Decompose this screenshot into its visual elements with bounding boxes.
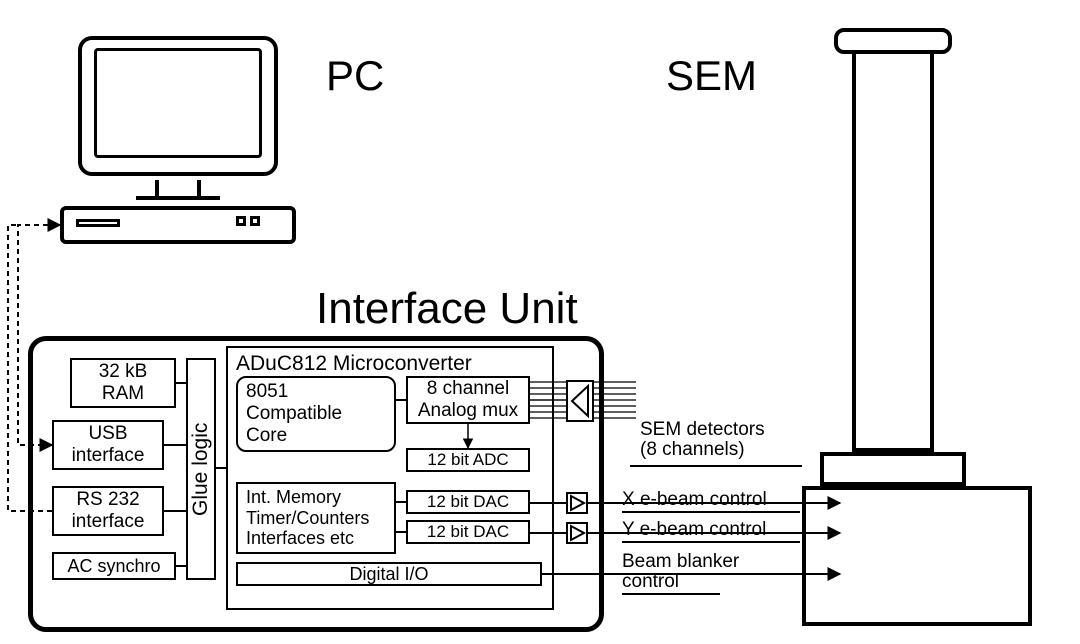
memory-label: Int. Memory Timer/Counters Interfaces et…	[246, 487, 369, 549]
core-block: 8051 Compatible Core	[236, 376, 396, 452]
pc-stand-base	[136, 196, 220, 200]
digital-io-block: Digital I/O	[236, 562, 542, 586]
dac1-label: 12 bit DAC	[427, 492, 509, 512]
ac-synchro-label: AC synchro	[67, 556, 160, 577]
digital-io-label: Digital I/O	[349, 564, 428, 585]
sem-objective	[820, 452, 966, 486]
ram-block: 32 kB RAM	[70, 358, 176, 408]
sem-gun-cap	[834, 28, 952, 54]
usb-label: USB interface	[72, 423, 145, 467]
ac-synchro-block: AC synchro	[52, 552, 176, 580]
pc-buttons	[236, 216, 260, 226]
usb-block: USB interface	[52, 420, 164, 470]
microconverter-title: ADuC812 Microconverter	[236, 352, 472, 376]
beam-blanker-label: Beam blanker control	[622, 552, 739, 592]
y-ebeam-label: Y e-beam control	[622, 520, 766, 540]
glue-logic-block: Glue logic	[186, 358, 216, 580]
sem-label: SEM	[666, 52, 757, 100]
memory-block: Int. Memory Timer/Counters Interfaces et…	[236, 482, 396, 554]
sem-detectors-label: SEM detectors (8 channels)	[640, 420, 765, 460]
dac2-label: 12 bit DAC	[427, 522, 509, 542]
dac1-amp-icon	[566, 492, 588, 514]
x-ebeam-label: X e-beam control	[622, 490, 767, 510]
ram-label: 32 kB RAM	[99, 361, 148, 405]
analog-mux-label: 8 channel Analog mux	[418, 378, 518, 422]
adc-block: 12 bit ADC	[406, 448, 530, 472]
pc-label: PC	[326, 52, 384, 100]
dac2-block: 12 bit DAC	[406, 520, 530, 544]
core-label: 8051 Compatible Core	[246, 381, 342, 447]
rs232-label: RS 232 interface	[72, 489, 145, 533]
dac2-amp-icon	[566, 522, 588, 544]
sem-column	[852, 50, 934, 452]
interface-unit-label: Interface Unit	[316, 284, 578, 334]
rs232-block: RS 232 interface	[52, 486, 164, 536]
adc-label: 12 bit ADC	[427, 450, 508, 470]
glue-logic-label: Glue logic	[189, 422, 213, 515]
dac1-block: 12 bit DAC	[406, 490, 530, 514]
analog-mux-block: 8 channel Analog mux	[406, 376, 530, 424]
sem-chamber	[802, 486, 1032, 626]
pc-screen	[94, 48, 262, 158]
pc-drive-slot	[76, 219, 120, 227]
input-amp-icon	[566, 380, 594, 422]
pc-stand	[155, 180, 201, 196]
